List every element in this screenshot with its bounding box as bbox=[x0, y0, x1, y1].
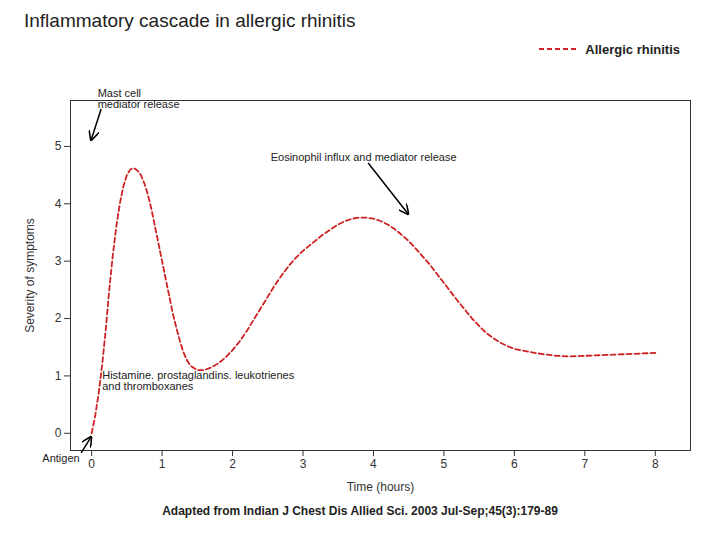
svg-text:6: 6 bbox=[511, 457, 518, 471]
svg-text:1: 1 bbox=[55, 369, 62, 383]
svg-text:0: 0 bbox=[55, 426, 62, 440]
svg-text:3: 3 bbox=[55, 254, 62, 268]
svg-text:2: 2 bbox=[229, 457, 236, 471]
svg-text:2: 2 bbox=[55, 311, 62, 325]
svg-text:1: 1 bbox=[159, 457, 166, 471]
svg-text:8: 8 bbox=[652, 457, 659, 471]
svg-text:5: 5 bbox=[441, 457, 448, 471]
svg-text:4: 4 bbox=[370, 457, 377, 471]
svg-text:Antigen: Antigen bbox=[42, 452, 79, 464]
svg-text:Histamine. prostaglandins. leu: Histamine. prostaglandins. leukotrienesa… bbox=[102, 369, 294, 392]
html-text:Adapted from Indian J Chest Di: Adapted from Indian J Chest Dis Allied S… bbox=[162, 504, 558, 518]
svg-text:5: 5 bbox=[55, 139, 62, 153]
html-text:Inflammatory cascade in allerg: Inflammatory cascade in allergic rhiniti… bbox=[24, 10, 356, 31]
html-text:Allergic rhinitis: Allergic rhinitis bbox=[585, 41, 680, 57]
svg-text:0: 0 bbox=[88, 457, 95, 471]
svg-text:Time (hours): Time (hours) bbox=[347, 480, 415, 494]
svg-text:Eosinophil influx and mediator: Eosinophil influx and mediator release bbox=[271, 151, 457, 163]
svg-text:4: 4 bbox=[55, 197, 62, 211]
svg-text:7: 7 bbox=[581, 457, 588, 471]
svg-text:Severity of symptoms: Severity of symptoms bbox=[23, 218, 37, 333]
svg-text:Mast cellmediator release: Mast cellmediator release bbox=[98, 87, 180, 110]
svg-text:3: 3 bbox=[300, 457, 307, 471]
